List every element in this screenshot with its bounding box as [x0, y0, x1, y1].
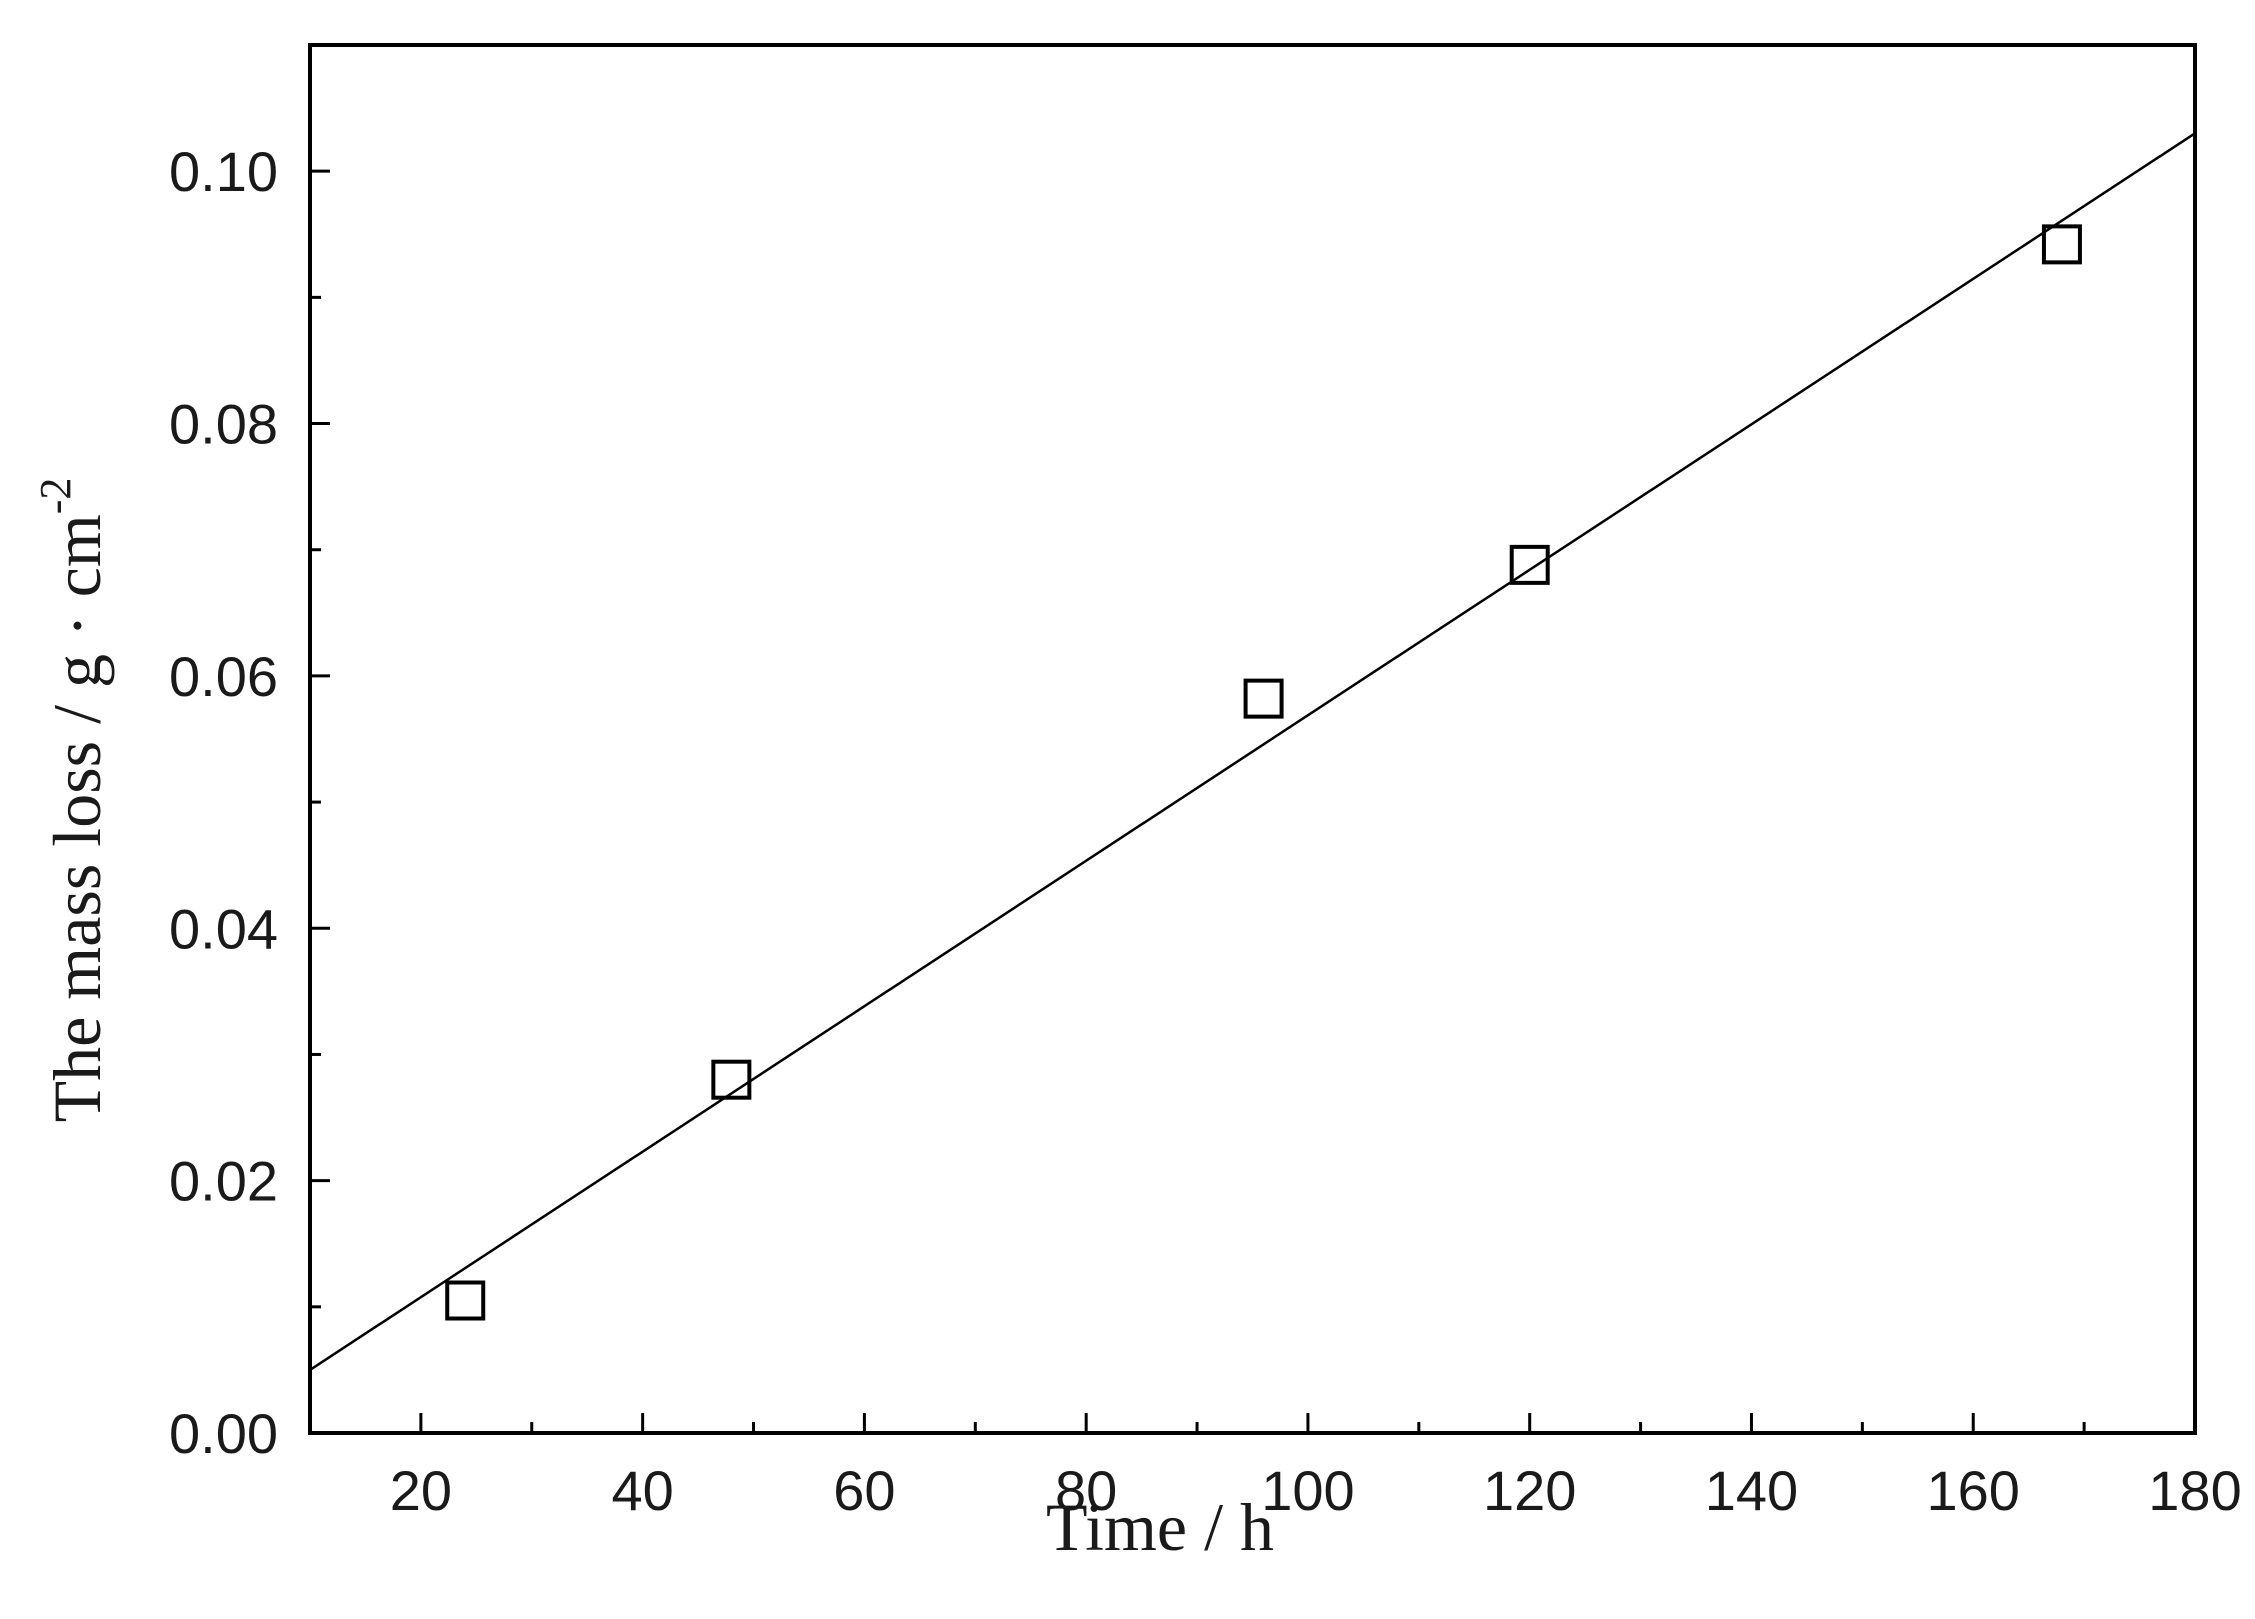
x-tick-label: 120 [1483, 1459, 1576, 1522]
x-tick-label: 140 [1705, 1459, 1798, 1522]
data-point [1243, 678, 1284, 719]
y-axis-title-exponent: -2 [31, 478, 80, 515]
x-tick-label: 40 [611, 1459, 673, 1522]
x-tick-label: 80 [1055, 1459, 1117, 1522]
data-point [445, 1280, 486, 1321]
data-points [445, 224, 2082, 1321]
x-tick-labels: 20 40 60 80 100 120 140 160 180 [390, 1459, 2242, 1522]
plot-frame [308, 43, 2197, 1435]
data-point [1509, 544, 1550, 585]
fit-line-group [309, 132, 2196, 1371]
x-tick-label: 100 [1261, 1459, 1354, 1522]
y-axis-title-main: The mass loss / g · cm [39, 514, 115, 1122]
y-tick-label: 0.06 [169, 645, 278, 708]
data-point [2041, 224, 2082, 265]
x-axis-title: Time / h [1046, 1489, 1274, 1565]
x-tick-label: 60 [833, 1459, 895, 1522]
x-tick-label: 20 [390, 1459, 452, 1522]
x-tick-label: 180 [2148, 1459, 2241, 1522]
y-tick-label: 0.10 [169, 140, 278, 203]
y-tick-label: 0.04 [169, 897, 278, 960]
y-tick-label: 0.00 [169, 1402, 278, 1465]
y-tick-labels: 0.00 0.02 0.04 0.06 0.08 0.10 [169, 140, 278, 1465]
fit-line [309, 132, 2196, 1371]
y-axis-title: The mass loss / g · cm-2 [31, 478, 115, 1123]
axis-ticks [310, 169, 2197, 1433]
x-tick-label: 160 [1927, 1459, 2020, 1522]
data-point [711, 1059, 752, 1100]
y-tick-label: 0.08 [169, 393, 278, 456]
y-tick-label: 0.02 [169, 1150, 278, 1213]
